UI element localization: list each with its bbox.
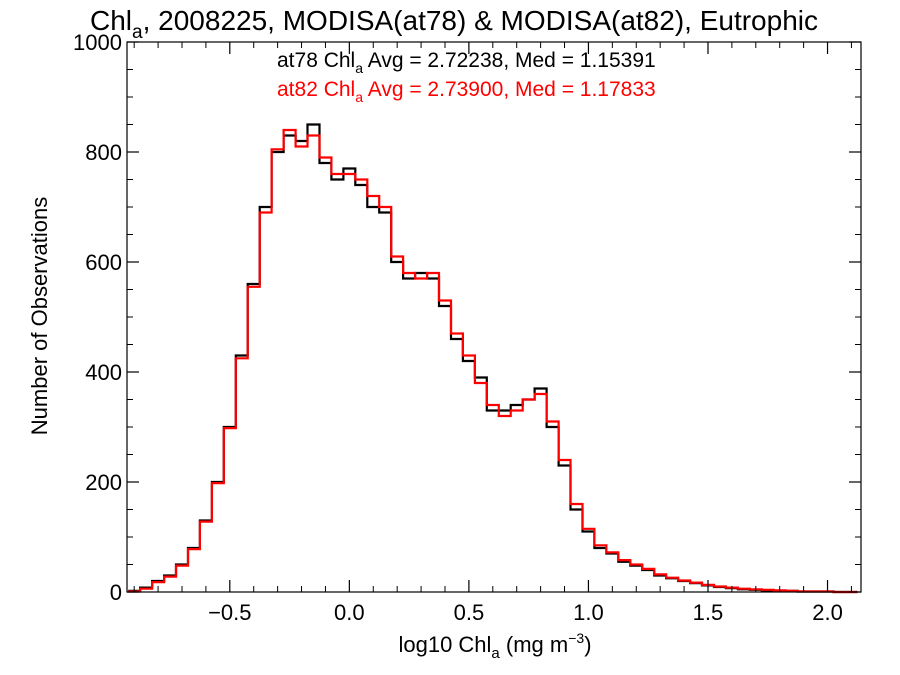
y-axis-label: Number of Observations xyxy=(27,197,52,435)
stat-at82-post: Avg = 2.73900, Med = 1.17833 xyxy=(363,78,656,101)
x-axis-label-end: ) xyxy=(584,632,591,657)
y-tick-label: 0 xyxy=(110,580,122,605)
stat-at82-sub: a xyxy=(355,89,363,105)
axis-layer: −0.5 0.0 0.5 1.0 1.5 2.0 0 200 400 600 800 1000 xyxy=(73,30,862,625)
chart-title-main: Chl xyxy=(90,5,132,36)
x-tick-label: −0.5 xyxy=(208,600,251,625)
stat-at78-pre: at78 Chl xyxy=(277,49,355,72)
x-axis-label-sup: −3 xyxy=(568,630,584,646)
x-axis-label: log10 Chla (mg m−3) xyxy=(398,630,591,662)
y-tick-label: 800 xyxy=(85,140,122,165)
series-at82-line xyxy=(128,128,858,594)
x-axis-label-units: (mg m xyxy=(500,632,568,657)
y-tick-label: 200 xyxy=(85,470,122,495)
plot-frame xyxy=(126,41,862,593)
stat-at82-pre: at82 Chl xyxy=(277,78,355,101)
stat-line-at78: at78 Chla Avg = 2.72238, Med = 1.15391 xyxy=(277,49,656,76)
stat-at78-sub: a xyxy=(355,60,363,76)
x-tick-label: 0.0 xyxy=(334,600,365,625)
y-tick-label: 1000 xyxy=(73,30,122,55)
series-layer xyxy=(128,123,858,594)
x-tick-label: 2.0 xyxy=(812,600,843,625)
stat-at78-post: Avg = 2.72238, Med = 1.15391 xyxy=(363,49,656,72)
y-tick-label: 400 xyxy=(85,360,122,385)
x-tick-label: 0.5 xyxy=(454,600,485,625)
chart-title: Chla, 2008225, MODISA(at78) & MODISA(at8… xyxy=(90,5,818,43)
x-axis-label-main: log10 Chl xyxy=(398,632,491,657)
x-axis-label-sub: a xyxy=(491,645,500,662)
chart-title-sub: a xyxy=(132,22,143,43)
x-tick-label: 1.0 xyxy=(573,600,604,625)
chart-title-rest: , 2008225, MODISA(at78) & MODISA(at82), … xyxy=(143,5,818,36)
y-tick-label: 600 xyxy=(85,250,122,275)
x-tick-label: 1.5 xyxy=(693,600,724,625)
stat-line-at82: at82 Chla Avg = 2.73900, Med = 1.17833 xyxy=(277,78,656,105)
